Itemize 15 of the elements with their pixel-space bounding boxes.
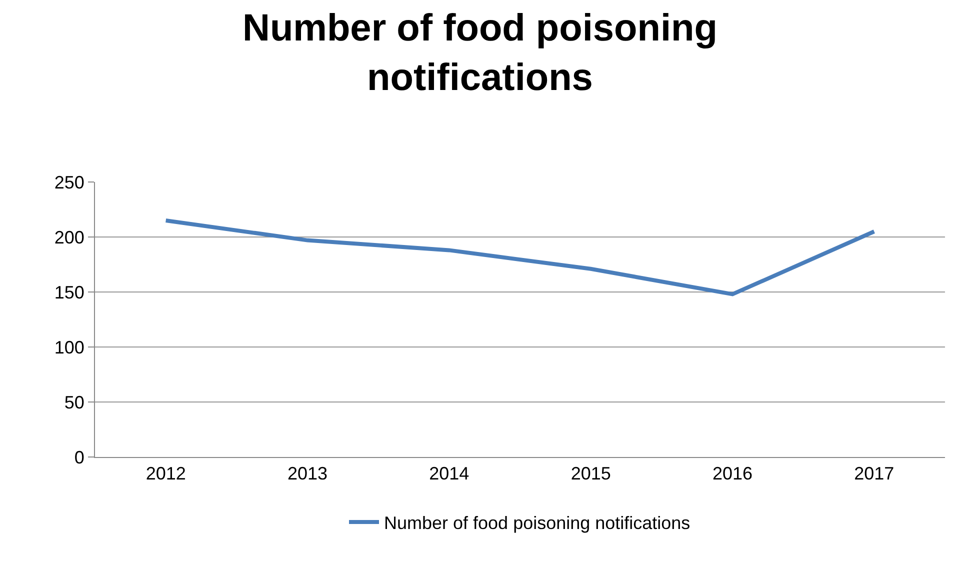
y-tick-label: 50 [64,392,84,412]
y-tick-label: 0 [74,447,84,468]
chart-title: Number of food poisoning notifications [242,8,718,100]
x-tick-label: 2013 [287,464,328,484]
x-tick-label: 2012 [146,464,186,484]
x-tick-label: 2016 [712,464,753,484]
x-tick-label: 2014 [429,464,470,484]
y-tick-label: 250 [54,172,84,192]
legend-label: Number of food poisoning notifications [384,512,690,533]
x-tick-label: 2017 [854,464,894,484]
y-tick-label: 150 [54,282,84,302]
line-series [164,218,876,296]
x-tick-label: 2015 [570,464,611,484]
y-tick-label: 200 [54,227,84,248]
y-tick-label: 100 [54,337,84,358]
